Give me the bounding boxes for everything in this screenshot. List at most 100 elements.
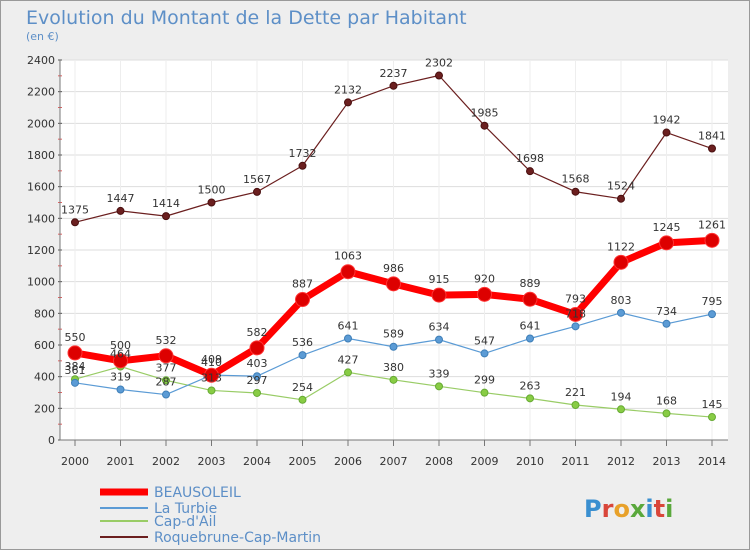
data-point (253, 388, 261, 397)
data-point (162, 390, 170, 399)
data-point (204, 367, 219, 383)
data-point (571, 401, 580, 410)
y-tick-label: 400 (34, 371, 55, 384)
data-point (662, 319, 671, 328)
data-label: 734 (656, 305, 677, 318)
data-point (617, 194, 625, 203)
chart-title: Evolution du Montant de la Dette par Hab… (26, 7, 467, 29)
data-label: 532 (156, 334, 177, 347)
data-point (162, 376, 170, 385)
data-label: 1500 (198, 184, 226, 197)
data-label: 1122 (607, 240, 635, 253)
data-label: 361 (65, 364, 86, 377)
y-tick-label: 0 (48, 434, 55, 447)
data-label: 550 (65, 331, 86, 344)
data-point (344, 98, 352, 107)
data-point (708, 144, 716, 153)
data-label: 634 (429, 321, 450, 334)
x-tick-label: 2013 (653, 455, 681, 468)
logo-letter: i (665, 495, 673, 523)
y-tick-label: 800 (34, 307, 55, 320)
data-point (389, 81, 398, 90)
data-label: 1698 (516, 152, 544, 165)
y-tick-label: 200 (34, 402, 55, 415)
data-point (113, 353, 128, 369)
data-label: 582 (247, 326, 268, 339)
data-label: 986 (383, 262, 404, 275)
data-point (298, 161, 307, 170)
data-point (704, 232, 720, 248)
data-point (480, 388, 489, 397)
logo-letter: i (645, 495, 653, 523)
y-tick-label: 1000 (27, 276, 55, 289)
data-label: 319 (110, 370, 131, 383)
data-label: 263 (520, 379, 541, 392)
data-point (295, 292, 310, 308)
x-tick-label: 2006 (334, 455, 362, 468)
data-label: 410 (201, 356, 222, 369)
data-point (526, 334, 534, 343)
x-tick-label: 2014 (698, 455, 726, 468)
data-label: 641 (520, 320, 541, 333)
data-label: 536 (292, 336, 313, 349)
data-point (67, 345, 83, 361)
data-point (71, 378, 79, 387)
legend-label: Roquebrune-Cap-Martin (154, 530, 321, 546)
x-tick-label: 2007 (380, 455, 408, 468)
legend-label: La Turbie (154, 501, 217, 517)
data-label: 403 (247, 357, 268, 370)
proxiti-logo: Proxiti (584, 495, 673, 523)
data-point (568, 306, 583, 322)
data-label: 313 (201, 371, 222, 384)
data-label: 915 (429, 273, 450, 286)
data-label: 1414 (152, 197, 180, 210)
axes: 0 200 400 600 800 1000 1200 1400 1600 1800 2000 220… (27, 54, 728, 468)
data-point (298, 351, 307, 360)
y-tick-label: 1800 (27, 149, 55, 162)
series-layer (67, 71, 720, 422)
data-point (344, 368, 352, 377)
x-tick-label: 2000 (61, 455, 89, 468)
data-label: 793 (565, 292, 586, 305)
data-label: 1732 (289, 147, 317, 160)
data-label: 2132 (334, 83, 362, 96)
data-label: 803 (611, 294, 632, 307)
y-tick-label: 1400 (27, 212, 55, 225)
data-label: 1261 (698, 218, 726, 231)
data-label: 1841 (698, 130, 726, 143)
data-point (571, 322, 580, 331)
data-point (477, 286, 492, 302)
data-label: 589 (383, 328, 404, 341)
data-label: 920 (474, 272, 495, 285)
data-point (662, 409, 671, 418)
data-label: 2302 (425, 57, 453, 70)
y-tick-label: 2000 (27, 117, 55, 130)
data-point (253, 372, 261, 381)
data-label: 1567 (243, 173, 271, 186)
data-label: 299 (474, 374, 495, 387)
data-label: 889 (520, 277, 541, 290)
data-label: 409 (201, 353, 222, 366)
data-label: 1568 (562, 173, 590, 186)
data-label: 464 (110, 348, 131, 361)
data-label: 500 (110, 339, 131, 352)
data-point (386, 276, 401, 292)
chart-subtitle: (en €) (26, 30, 59, 43)
data-point (71, 218, 79, 227)
y-tick-label: 1200 (27, 244, 55, 257)
data-point (526, 167, 534, 176)
logo-letter: r (602, 495, 614, 523)
data-label: 1245 (653, 221, 681, 234)
data-point (340, 264, 356, 280)
data-point (617, 405, 625, 414)
data-label: 194 (611, 390, 632, 403)
data-label: 221 (565, 386, 586, 399)
y-tick-label: 2200 (27, 86, 55, 99)
data-label: 168 (656, 394, 677, 407)
data-label: 145 (702, 398, 723, 411)
data-point (708, 413, 716, 422)
data-point (298, 395, 307, 404)
